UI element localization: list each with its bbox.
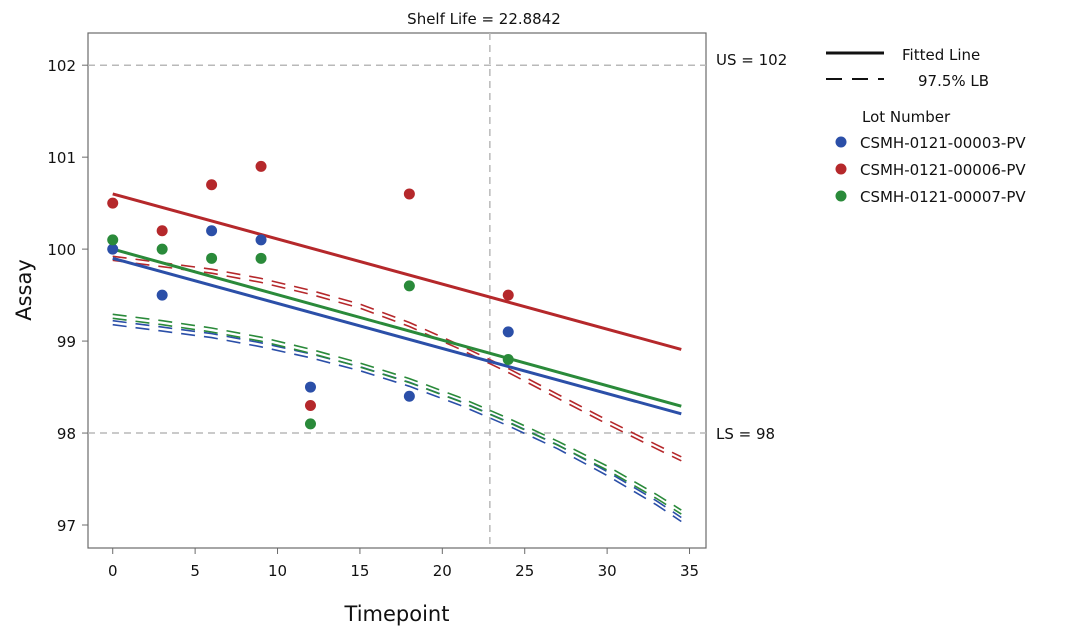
- data-point-lot-2: [304, 399, 316, 411]
- fitted-lines: [112, 192, 682, 416]
- data-point-lot-2: [403, 188, 415, 200]
- x-axis-ticks: 0 5 10 15 20 25 30 35: [108, 548, 699, 580]
- lower-bound-curves: [112, 255, 682, 523]
- data-point-lot-1: [255, 234, 267, 246]
- lower-bound-curve-lot-3: [112, 313, 682, 511]
- legend-marker-lot-00006: [835, 163, 847, 175]
- data-point-lot-1: [502, 326, 514, 338]
- data-point-lot-1: [304, 381, 316, 393]
- x-axis-label: Timepoint: [344, 602, 450, 626]
- x-tick-label-35: 35: [680, 562, 699, 580]
- x-tick-label-5: 5: [190, 562, 200, 580]
- x-tick-label-10: 10: [268, 562, 287, 580]
- upper-spec-label: US = 102: [716, 51, 787, 69]
- data-point-lot-2: [502, 289, 514, 301]
- data-point-lot-2: [206, 179, 218, 191]
- data-point-lot-3: [403, 280, 415, 292]
- legend-label-lot-00006: CSMH-0121-00006-PV: [860, 161, 1026, 179]
- data-point-lot-3: [255, 252, 267, 264]
- lower-bound-curve-shadow-lot-2: [112, 259, 682, 462]
- chart-title: Shelf Life = 22.8842: [407, 10, 561, 28]
- y-tick-label-99: 99: [57, 333, 76, 351]
- data-point-lot-3: [107, 234, 119, 246]
- legend-marker-lot-00003: [835, 136, 847, 148]
- data-point-lot-2: [107, 197, 119, 209]
- data-point-lot-1: [107, 243, 119, 255]
- legend-marker-lot-00007: [835, 190, 847, 202]
- fitted-line-lot-1: [112, 256, 682, 416]
- data-point-lot-3: [206, 252, 218, 264]
- data-point-lot-1: [403, 390, 415, 402]
- legend-fitted-line-label: Fitted Line: [902, 46, 980, 64]
- plot-area-frame: [87, 32, 707, 549]
- x-tick-label-20: 20: [433, 562, 452, 580]
- fitted-line-lot-2: [112, 192, 682, 351]
- y-tick-label-101: 101: [47, 149, 76, 167]
- lower-bound-curve-shadow-lot-1: [112, 323, 682, 523]
- data-point-lot-3: [502, 353, 514, 365]
- y-tick-label-97: 97: [57, 517, 76, 535]
- reference-lines: [88, 33, 706, 548]
- data-point-lot-2: [255, 160, 267, 172]
- y-tick-label-102: 102: [47, 57, 76, 75]
- legend-group-title: Lot Number: [862, 108, 951, 126]
- x-tick-label-0: 0: [108, 562, 118, 580]
- data-point-lot-3: [156, 243, 168, 255]
- legend-lower-bound-label: 97.5% LB: [918, 72, 989, 90]
- lower-spec-label: LS = 98: [716, 425, 775, 443]
- lower-bound-curve-shadow-lot-3: [112, 317, 682, 515]
- data-point-lot-3: [304, 418, 316, 430]
- data-point-lot-1: [206, 225, 218, 237]
- legend-label-lot-00003: CSMH-0121-00003-PV: [860, 134, 1026, 152]
- legend: Fitted Line 97.5% LB Lot Number CSMH-012…: [826, 46, 1026, 206]
- y-tick-label-98: 98: [57, 425, 76, 443]
- lower-bound-curve-lot-2: [112, 255, 682, 458]
- legend-label-lot-00007: CSMH-0121-00007-PV: [860, 188, 1026, 206]
- x-tick-label-15: 15: [350, 562, 369, 580]
- x-tick-label-30: 30: [598, 562, 617, 580]
- data-points: [107, 160, 514, 430]
- y-axis-label: Assay: [12, 259, 36, 321]
- data-point-lot-1: [156, 289, 168, 301]
- y-tick-label-100: 100: [47, 241, 76, 259]
- x-tick-label-25: 25: [515, 562, 534, 580]
- data-point-lot-2: [156, 225, 168, 237]
- fitted-line-lot-3: [112, 247, 682, 408]
- y-axis-ticks: 97 98 99 100 101 102: [47, 57, 88, 535]
